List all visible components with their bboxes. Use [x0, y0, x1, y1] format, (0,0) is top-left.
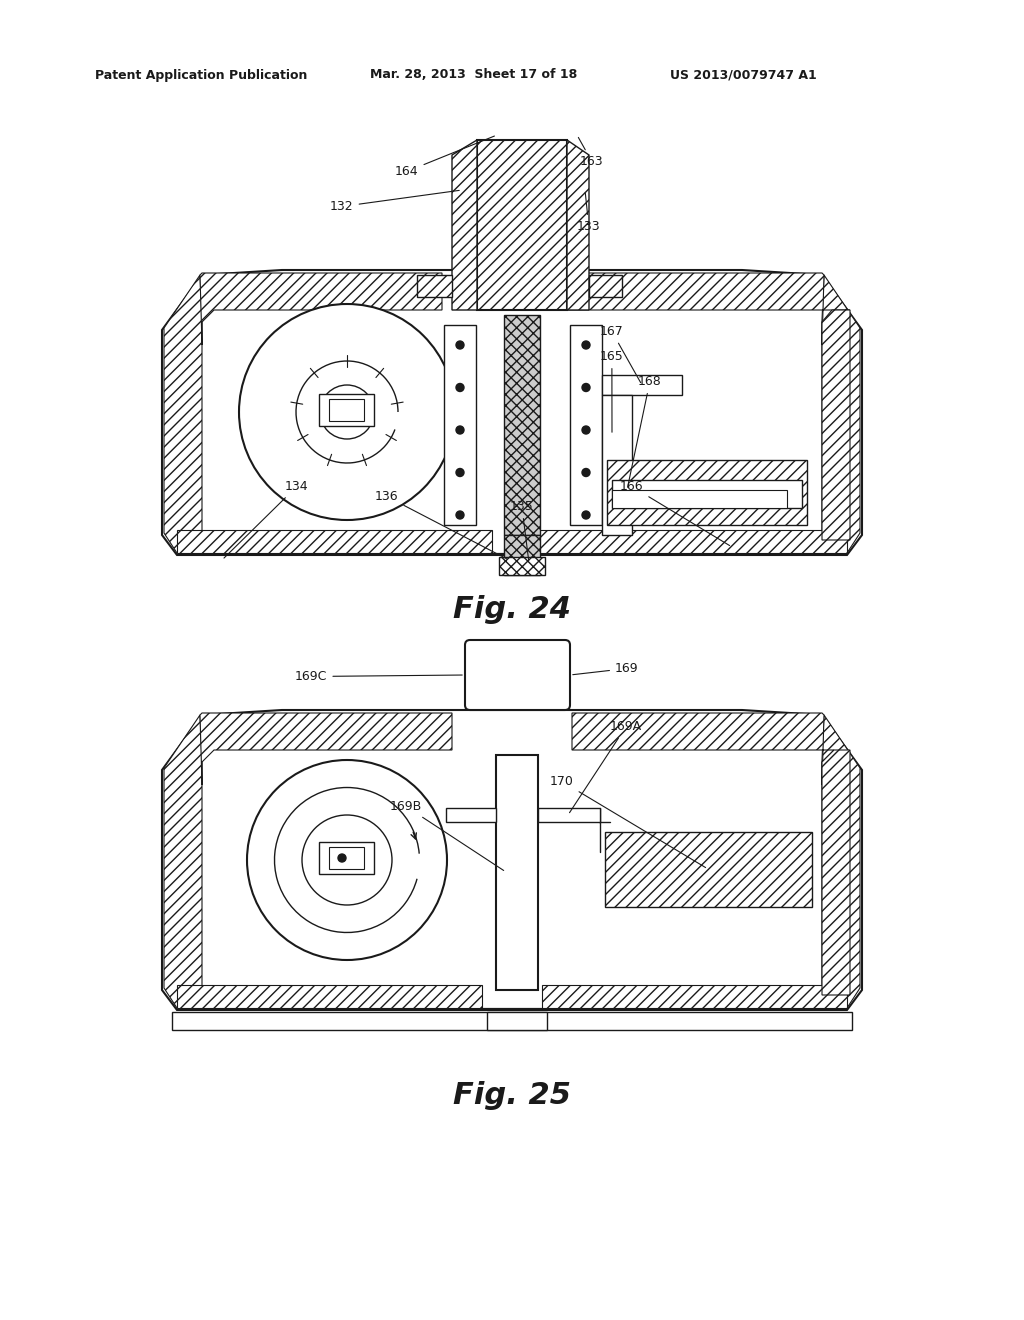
- Circle shape: [456, 384, 464, 392]
- Circle shape: [582, 384, 590, 392]
- Bar: [319, 842, 374, 874]
- Circle shape: [582, 511, 590, 519]
- Bar: [329, 399, 364, 421]
- Polygon shape: [162, 710, 862, 1010]
- Text: 168: 168: [628, 375, 662, 487]
- Polygon shape: [162, 271, 862, 554]
- FancyBboxPatch shape: [465, 640, 570, 710]
- Bar: [470, 645, 565, 705]
- Bar: [538, 808, 600, 822]
- Text: 134: 134: [224, 480, 308, 558]
- Polygon shape: [567, 273, 850, 345]
- Polygon shape: [202, 310, 822, 540]
- Polygon shape: [177, 531, 847, 553]
- Polygon shape: [822, 275, 860, 553]
- Text: Mar. 28, 2013  Sheet 17 of 18: Mar. 28, 2013 Sheet 17 of 18: [370, 69, 578, 82]
- Polygon shape: [567, 140, 589, 310]
- Text: 169B: 169B: [390, 800, 504, 870]
- Polygon shape: [452, 140, 477, 310]
- Circle shape: [247, 760, 447, 960]
- Polygon shape: [200, 713, 452, 785]
- Polygon shape: [177, 985, 847, 1008]
- Polygon shape: [822, 750, 850, 995]
- Circle shape: [582, 469, 590, 477]
- Circle shape: [582, 341, 590, 348]
- Text: 132: 132: [330, 190, 459, 213]
- Bar: [446, 808, 496, 822]
- Circle shape: [456, 511, 464, 519]
- Text: 135: 135: [510, 500, 534, 560]
- Bar: [602, 375, 682, 395]
- Text: 166: 166: [620, 480, 730, 545]
- Polygon shape: [822, 715, 860, 1008]
- Bar: [496, 755, 538, 990]
- Text: 169C: 169C: [295, 671, 462, 682]
- Text: 136: 136: [375, 490, 507, 558]
- Circle shape: [456, 341, 464, 348]
- Circle shape: [319, 385, 374, 440]
- Polygon shape: [202, 750, 822, 995]
- Circle shape: [582, 426, 590, 434]
- Text: 169: 169: [572, 663, 639, 675]
- Text: 164: 164: [395, 136, 495, 178]
- Polygon shape: [164, 715, 202, 1008]
- Polygon shape: [477, 140, 567, 310]
- Polygon shape: [822, 310, 850, 540]
- Bar: [444, 325, 476, 525]
- Bar: [612, 490, 787, 508]
- Bar: [570, 325, 602, 525]
- Polygon shape: [200, 273, 442, 345]
- Text: 167: 167: [600, 325, 641, 383]
- Text: 165: 165: [600, 350, 624, 432]
- Bar: [329, 847, 364, 869]
- Text: Patent Application Publication: Patent Application Publication: [95, 69, 307, 82]
- Polygon shape: [589, 275, 622, 297]
- Bar: [319, 393, 374, 426]
- Bar: [487, 1012, 547, 1030]
- Bar: [612, 480, 802, 508]
- Circle shape: [302, 814, 392, 906]
- Text: 133: 133: [577, 193, 601, 234]
- Circle shape: [456, 426, 464, 434]
- Circle shape: [338, 854, 346, 862]
- Text: 170: 170: [550, 775, 706, 867]
- Bar: [504, 535, 540, 576]
- Bar: [499, 557, 545, 576]
- Text: 163: 163: [579, 137, 603, 168]
- Circle shape: [456, 469, 464, 477]
- Bar: [172, 1012, 852, 1030]
- Bar: [605, 832, 812, 907]
- Polygon shape: [164, 275, 202, 553]
- Text: 169A: 169A: [569, 719, 642, 813]
- Text: Fig. 24: Fig. 24: [453, 595, 571, 624]
- Polygon shape: [417, 275, 452, 297]
- Bar: [607, 459, 807, 525]
- Bar: [504, 315, 540, 535]
- Bar: [602, 395, 632, 535]
- Circle shape: [239, 304, 455, 520]
- Polygon shape: [572, 713, 834, 785]
- Text: US 2013/0079747 A1: US 2013/0079747 A1: [670, 69, 817, 82]
- Text: Fig. 25: Fig. 25: [453, 1081, 571, 1110]
